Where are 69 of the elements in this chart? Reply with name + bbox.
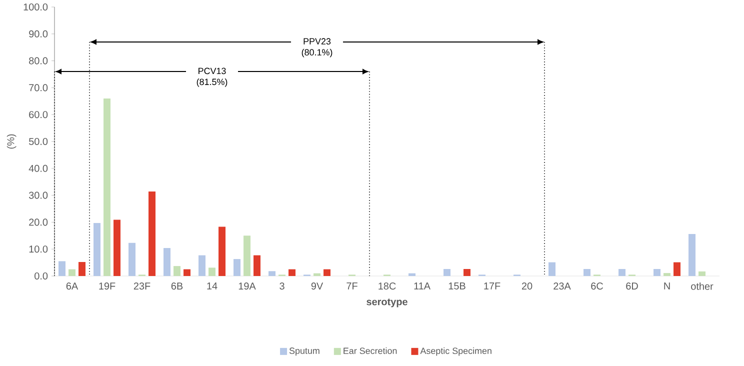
bar xyxy=(698,271,706,276)
x-tick-label: 15B xyxy=(448,282,466,290)
x-tick-label: 6C xyxy=(591,282,603,290)
x-tick-label: 14 xyxy=(207,282,218,290)
bar xyxy=(584,269,591,276)
bar xyxy=(164,248,171,276)
x-tick-label: 7F xyxy=(346,282,358,290)
y-tick-label: 10.0 xyxy=(29,246,48,253)
bar xyxy=(184,269,191,276)
x-tick-label: 18C xyxy=(378,282,396,290)
bar xyxy=(208,268,216,276)
x-axis-title: serotype xyxy=(366,298,408,308)
y-tick-label: 20.0 xyxy=(29,218,48,226)
bar xyxy=(548,262,556,276)
annotation: PCV13 (81.5%) xyxy=(196,68,228,87)
bar xyxy=(198,255,206,276)
legend-label: Aseptic Specimen xyxy=(420,347,492,356)
y-axis-title: (%) xyxy=(6,134,16,149)
y-tick-label: 100.0 xyxy=(24,3,48,11)
y-tick-label: 80.0 xyxy=(29,57,48,64)
y-tick-label: 70.0 xyxy=(29,84,48,92)
bar xyxy=(174,266,181,276)
bar xyxy=(664,273,671,276)
x-tick-label: other xyxy=(691,282,714,290)
y-tick-label: 30.0 xyxy=(28,192,48,199)
y-tick-label: 90.0 xyxy=(29,30,48,38)
x-tick-label: N xyxy=(664,282,670,290)
legend-label: Sputum xyxy=(289,348,320,356)
bar xyxy=(104,98,111,276)
bar xyxy=(244,236,251,276)
bar xyxy=(114,220,121,276)
y-tick-label: 50.0 xyxy=(29,138,48,146)
bar xyxy=(688,234,696,276)
x-tick-label: 11A xyxy=(414,282,430,290)
bar xyxy=(94,223,101,276)
bar xyxy=(324,269,331,276)
y-tick-label: 0.0 xyxy=(34,272,48,280)
x-tick-label: 3 xyxy=(280,282,284,290)
bar xyxy=(254,255,261,276)
x-tick-label: 19A xyxy=(238,282,256,290)
bar xyxy=(674,262,681,276)
x-tick-label: 9V xyxy=(311,282,324,290)
bar xyxy=(444,269,451,276)
legend-label: Ear Secretion xyxy=(344,347,397,354)
bar xyxy=(268,271,276,276)
x-tick-label: 17F xyxy=(484,282,500,290)
x-tick-label: 23F xyxy=(134,282,150,290)
bar xyxy=(408,273,416,276)
bar xyxy=(314,273,321,276)
bar xyxy=(234,259,241,276)
x-tick-label: 23A xyxy=(554,282,571,290)
bar xyxy=(464,269,471,276)
bar xyxy=(218,226,226,276)
x-tick-label: 6D xyxy=(626,282,638,290)
y-tick-label: 60.0 xyxy=(29,111,48,118)
bar xyxy=(288,269,296,276)
x-tick-label: 19F xyxy=(99,282,116,290)
bar xyxy=(654,269,661,276)
bar xyxy=(128,242,136,276)
x-tick-label: 20 xyxy=(522,282,532,290)
bar xyxy=(78,262,86,276)
y-tick-label: 40.0 xyxy=(28,164,48,172)
x-tick-label: 6B xyxy=(171,282,183,290)
annotation: PPV23 (80.1%) xyxy=(302,38,332,58)
bar xyxy=(148,192,156,276)
bar xyxy=(68,269,76,276)
bar xyxy=(618,269,626,276)
bar xyxy=(58,261,66,276)
x-tick-label: 6A xyxy=(66,282,78,290)
